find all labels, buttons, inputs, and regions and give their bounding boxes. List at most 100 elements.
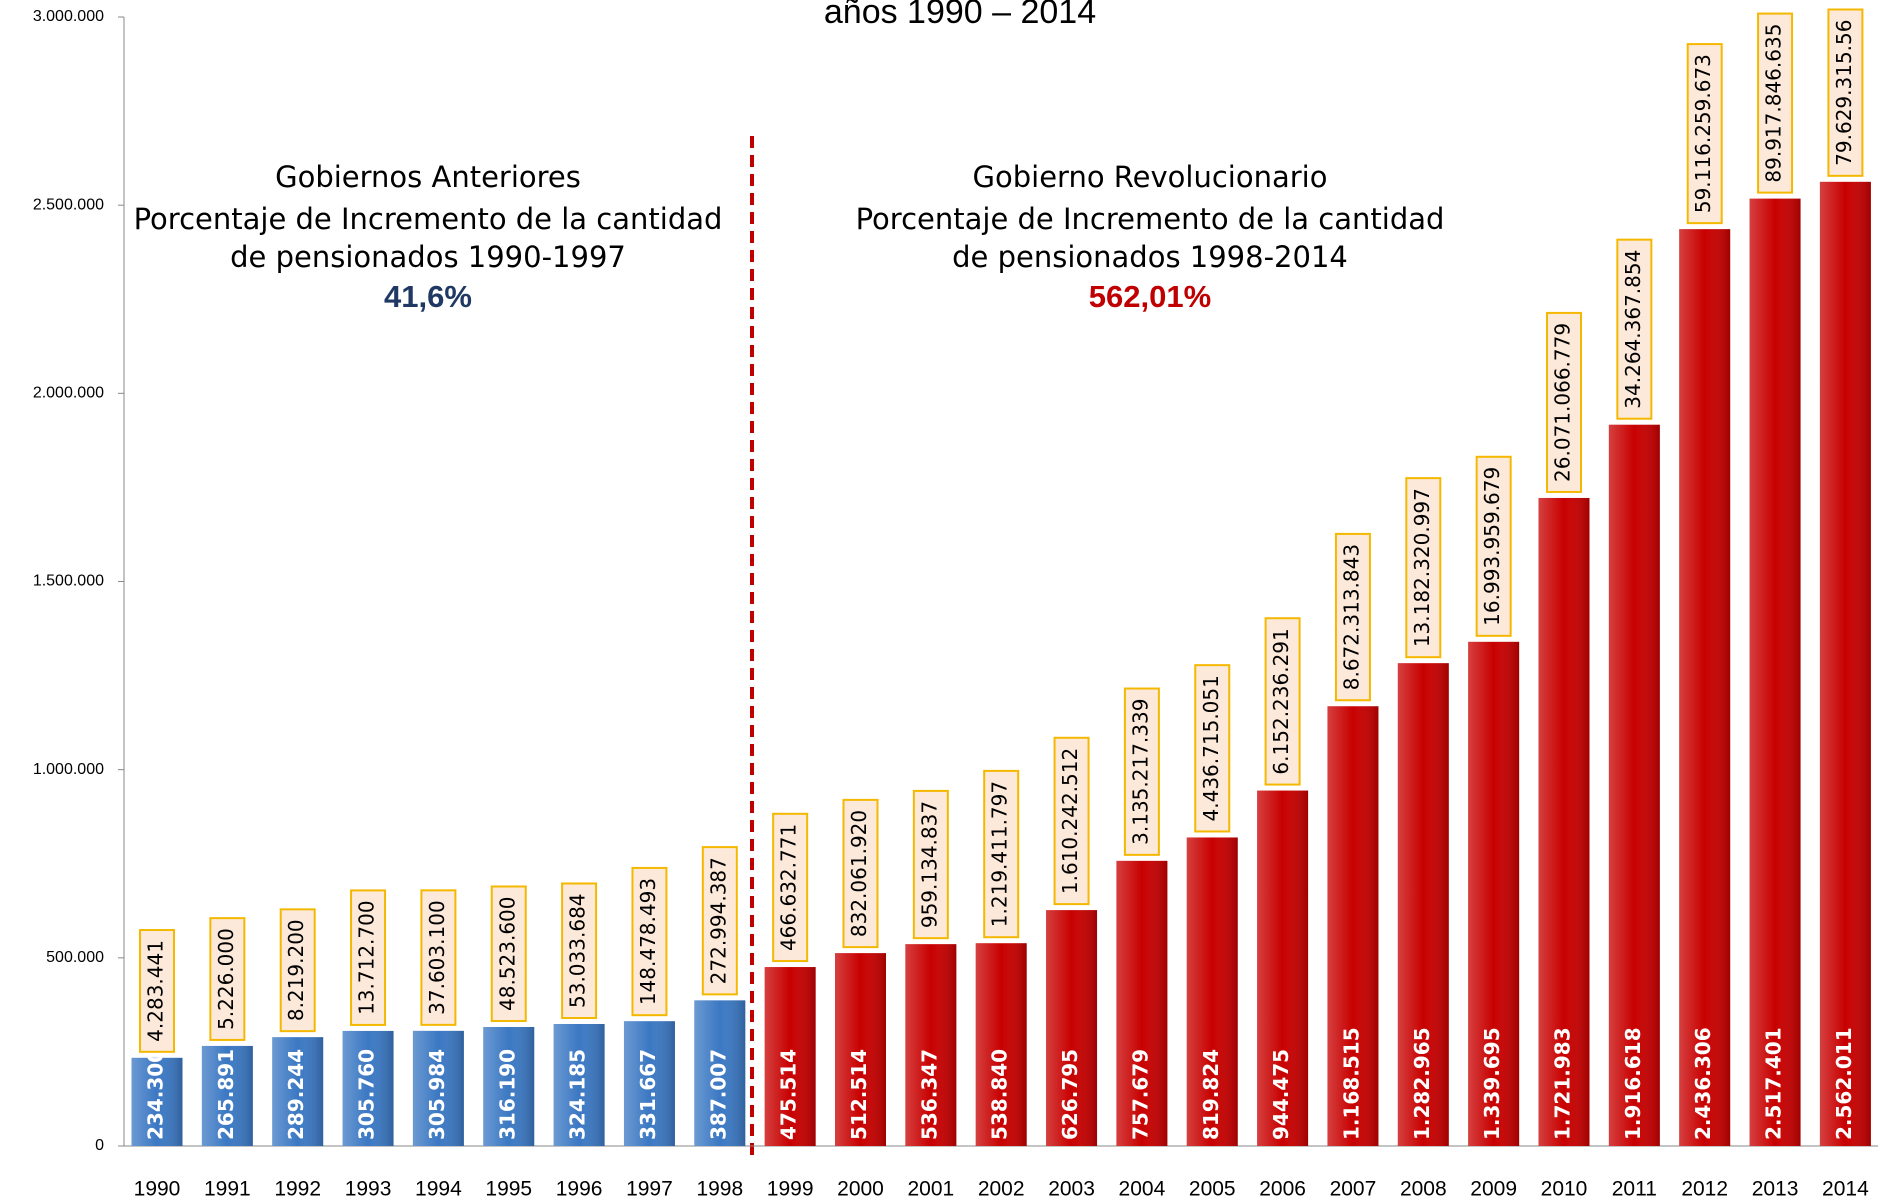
x-tick-label: 2009 <box>1470 1178 1517 1201</box>
amount-label: 272.994.387 <box>706 857 730 984</box>
box <box>1827 8 1864 177</box>
x-tick-label: 2011 <box>1612 1178 1657 1201</box>
x-tick-label: 2010 <box>1541 1178 1588 1201</box>
annotation: Gobierno Revolucionario <box>973 160 1328 194</box>
box <box>701 846 738 996</box>
amount-label: 13.712.700 <box>355 900 379 1015</box>
value-label: 757.679 <box>1128 1049 1152 1140</box>
amount-box: 89.917.846.635 <box>1757 12 1794 194</box>
amount-label: 13.182.320.997 <box>1410 488 1434 647</box>
bar-shade <box>412 1030 464 1146</box>
box <box>842 798 879 949</box>
box <box>1194 664 1231 833</box>
x-tick-label: 1992 <box>274 1178 321 1201</box>
value-label: 305.760 <box>355 1049 379 1140</box>
value-label: 265.891 <box>214 1049 238 1140</box>
x-tick-label: 2008 <box>1400 1178 1447 1201</box>
bar-shade <box>764 967 816 1146</box>
bar-shade <box>835 953 886 1146</box>
amount-box: 8.672.313.843 <box>1334 532 1371 702</box>
amount-label: 4.436.715.051 <box>1199 675 1223 821</box>
amount-label: 6.152.236.291 <box>1269 628 1293 774</box>
bar-shade <box>1749 198 1801 1146</box>
amount-label: 16.993.959.679 <box>1480 467 1504 626</box>
bar-shade <box>342 1030 394 1146</box>
amount-box: 832.061.920 <box>842 798 879 949</box>
amount-box: 4.283.441 <box>139 929 175 1053</box>
annotation: Porcentaje de Incremento de la cantidad <box>134 202 723 236</box>
x-tick-label: 2000 <box>837 1178 884 1201</box>
annotation: de pensionados 1990-1997 <box>230 240 626 274</box>
x-tick-label: 2001 <box>907 1178 954 1201</box>
amount-box: 148.478.493 <box>631 866 668 1017</box>
amount-box: 6.152.236.291 <box>1264 617 1301 786</box>
amount-label: 4.283.441 <box>144 940 168 1042</box>
amount-box: 8.219.200 <box>279 908 316 1033</box>
amount-box: 79.629.315.56 <box>1827 8 1864 177</box>
bar-shade <box>1186 837 1238 1146</box>
box <box>1475 455 1512 637</box>
y-tick-label: 3.000.000 <box>33 8 104 25</box>
amount-label: 8.672.313.843 <box>1339 544 1363 690</box>
y-tick-label: 2.500.000 <box>33 196 104 213</box>
value-label: 289.244 <box>284 1049 308 1140</box>
amount-box: 13.712.700 <box>350 889 387 1026</box>
annotation: Porcentaje de Incremento de la cantidad <box>856 202 1445 236</box>
x-tick-label: 2007 <box>1330 1178 1377 1201</box>
amount-label: 3.135.217.339 <box>1128 699 1152 845</box>
box <box>1757 12 1794 194</box>
x-tick-label: 1997 <box>626 1178 673 1201</box>
amount-label: 5.226.000 <box>214 928 238 1030</box>
box <box>561 882 598 1019</box>
x-tick-label: 2006 <box>1259 1178 1306 1201</box>
x-tick-label: 2003 <box>1048 1178 1095 1201</box>
x-tick-label: 2012 <box>1681 1178 1728 1201</box>
amount-label: 79.629.315.56 <box>1832 20 1856 166</box>
amount-label: 832.061.920 <box>847 810 871 937</box>
bar-shade <box>1538 497 1590 1146</box>
amount-label: 89.917.846.635 <box>1762 24 1786 183</box>
amount-box: 272.994.387 <box>701 846 738 996</box>
x-tick-label: 1998 <box>696 1178 743 1201</box>
y-tick-label: 1.000.000 <box>33 761 104 778</box>
y-tick-label: 1.500.000 <box>33 573 104 590</box>
x-tick-label: 2013 <box>1752 1178 1799 1201</box>
bar-shade <box>694 1000 746 1146</box>
bar-shade <box>1327 706 1379 1146</box>
value-label: 387.007 <box>706 1049 730 1140</box>
box <box>350 889 387 1026</box>
box <box>1264 617 1301 786</box>
annotation: 41,6% <box>384 279 472 314</box>
x-tick-label: 1990 <box>134 1178 181 1201</box>
box <box>1546 311 1582 493</box>
value-label: 324.185 <box>566 1049 590 1140</box>
amount-box: 5.226.000 <box>209 917 246 1041</box>
amount-label: 48.523.600 <box>495 896 519 1011</box>
amount-label: 37.603.100 <box>425 900 449 1015</box>
amount-label: 959.134.837 <box>917 801 941 928</box>
x-tick-label: 1999 <box>767 1178 814 1201</box>
amount-label: 1.219.411.797 <box>988 781 1012 927</box>
bar-shade <box>1679 229 1731 1146</box>
value-label: 1.168.515 <box>1339 1027 1363 1140</box>
value-label: 316.190 <box>495 1049 519 1140</box>
bar-shade <box>272 1037 324 1146</box>
amount-box: 26.071.066.779 <box>1546 311 1582 493</box>
box <box>1123 687 1160 856</box>
amount-label: 148.478.493 <box>636 878 660 1005</box>
bar-shade <box>1257 790 1309 1146</box>
amount-box: 3.135.217.339 <box>1123 687 1160 856</box>
value-label: 234.300 <box>144 1049 168 1140</box>
amount-box: 4.436.715.051 <box>1194 664 1231 833</box>
amount-box: 1.610.242.512 <box>1053 736 1090 906</box>
amount-box: 34.264.367.854 <box>1616 238 1653 420</box>
value-label: 1.282.965 <box>1410 1027 1434 1140</box>
y-tick-label: 500.000 <box>46 949 104 966</box>
value-label: 2.562.011 <box>1832 1027 1856 1140</box>
x-tick-label: 1995 <box>485 1178 532 1201</box>
x-tick-label: 2014 <box>1822 1178 1869 1201</box>
value-label: 1.339.695 <box>1480 1027 1504 1140</box>
box <box>1334 532 1371 702</box>
x-tick-label: 2005 <box>1189 1178 1236 1201</box>
